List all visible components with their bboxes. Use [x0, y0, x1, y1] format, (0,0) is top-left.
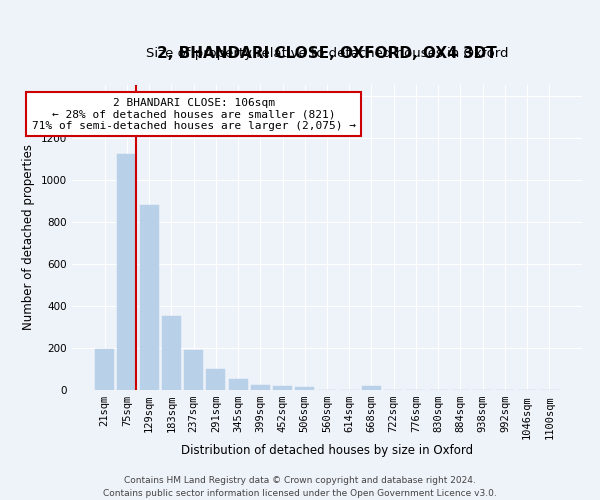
- Bar: [362, 386, 381, 390]
- Bar: [184, 350, 203, 390]
- Bar: [118, 154, 136, 390]
- X-axis label: Distribution of detached houses by size in Oxford: Distribution of detached houses by size …: [181, 444, 473, 457]
- Y-axis label: Number of detached properties: Number of detached properties: [22, 144, 35, 330]
- Bar: [229, 379, 248, 390]
- Bar: [273, 386, 292, 390]
- Text: 2 BHANDARI CLOSE: 106sqm
← 28% of detached houses are smaller (821)
71% of semi-: 2 BHANDARI CLOSE: 106sqm ← 28% of detach…: [32, 98, 356, 131]
- Bar: [162, 316, 181, 390]
- Title: Size of property relative to detached houses in Oxford: Size of property relative to detached ho…: [146, 47, 508, 60]
- Bar: [295, 388, 314, 390]
- Bar: [251, 386, 270, 390]
- Text: 2, BHANDARI CLOSE, OXFORD, OX4 3DT: 2, BHANDARI CLOSE, OXFORD, OX4 3DT: [157, 46, 497, 60]
- Text: Contains HM Land Registry data © Crown copyright and database right 2024.
Contai: Contains HM Land Registry data © Crown c…: [103, 476, 497, 498]
- Bar: [140, 205, 158, 390]
- Bar: [95, 349, 114, 390]
- Bar: [206, 368, 225, 390]
